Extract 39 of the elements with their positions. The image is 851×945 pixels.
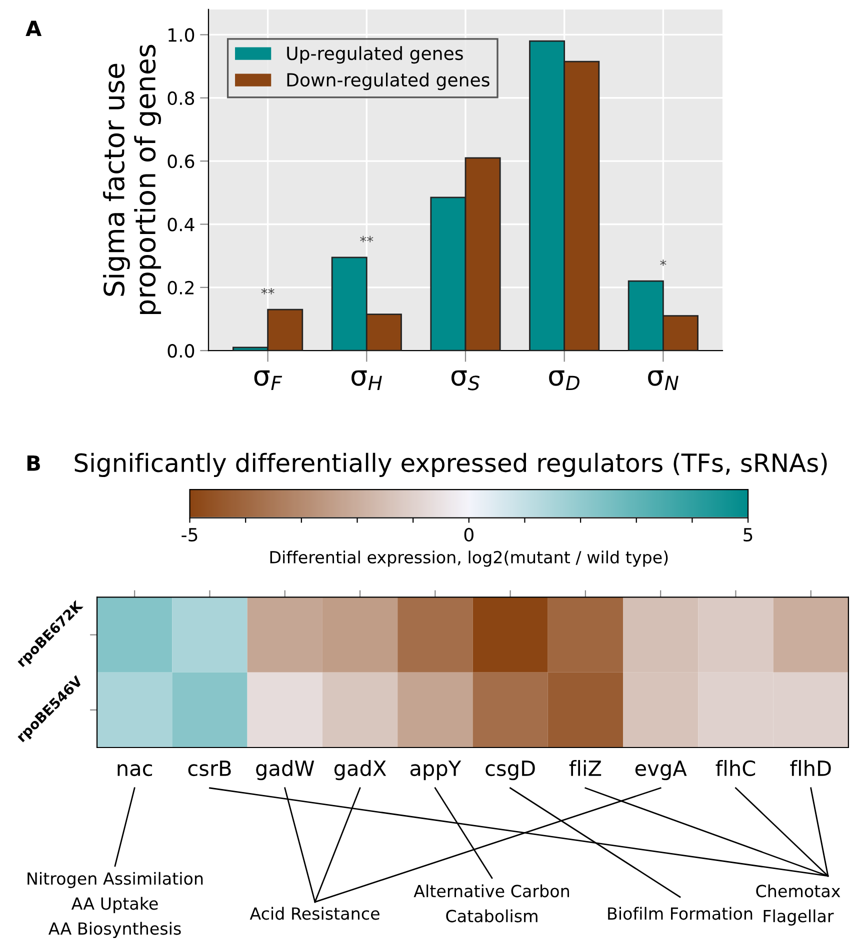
x-tick-label: fliZ (569, 760, 602, 776)
x-tick-label: flhD (790, 760, 831, 776)
color-bar-title: Differential expression, log2(mutant / wild type) (270, 550, 668, 567)
x-tick-label: evgA (635, 760, 687, 780)
text: Chemotax Flagellar (756, 884, 840, 926)
x-tick-label: csgD (486, 760, 535, 780)
text: Nitrogen Assimilation AA Uptake AA Biosynthesis (28, 872, 203, 938)
y-tick-label: 0.2 (168, 280, 194, 295)
y-tick-label: 1.0 (168, 28, 194, 42)
x-tick-label: appY (410, 760, 462, 780)
y-axis-title: Sigma factor use proportion of genes (103, 44, 162, 314)
x-tick-label: gadW (256, 760, 314, 780)
legend-label: Up-regulated genes (287, 46, 463, 64)
color-bar-label: 5 (744, 528, 752, 542)
legend-label: Down-regulated genes (287, 72, 490, 90)
chart-title: Significantly differentially expressed regulators (TFs, sRNAs) (74, 452, 827, 478)
y-tick-label: 0.8 (168, 91, 194, 106)
x-tick-label: nac (118, 764, 152, 776)
x-tick-label: σ$_{F}$ (254, 370, 282, 390)
text: Acid Resistance (250, 906, 380, 920)
y-tick-label: 0.4 (168, 218, 194, 232)
x-tick-label: σ$_{H}$ (352, 370, 382, 390)
x-tick-label: csrB (188, 760, 231, 776)
annotation: * (660, 260, 666, 266)
x-tick-label: σ$_{N}$ (648, 370, 678, 390)
text: Alternative Carbon Catabolism (414, 884, 569, 922)
color-bar-label: 0 (464, 528, 474, 542)
x-tick-label: σ$_{S}$ (451, 370, 480, 390)
x-tick-label: flhC (716, 760, 756, 776)
annotation: ** (261, 288, 274, 294)
x-tick-label: σ$_{D}$ (549, 370, 580, 390)
text: A (26, 20, 42, 36)
text: Biofilm Formation (608, 906, 752, 920)
y-tick-label: 0.6 (168, 154, 194, 168)
text: B (27, 456, 40, 471)
x-tick-label: gadX (334, 760, 386, 780)
y-tick-label: 0.0 (168, 344, 194, 358)
annotation: ** (360, 236, 374, 242)
color-bar-label: -5 (182, 528, 198, 542)
